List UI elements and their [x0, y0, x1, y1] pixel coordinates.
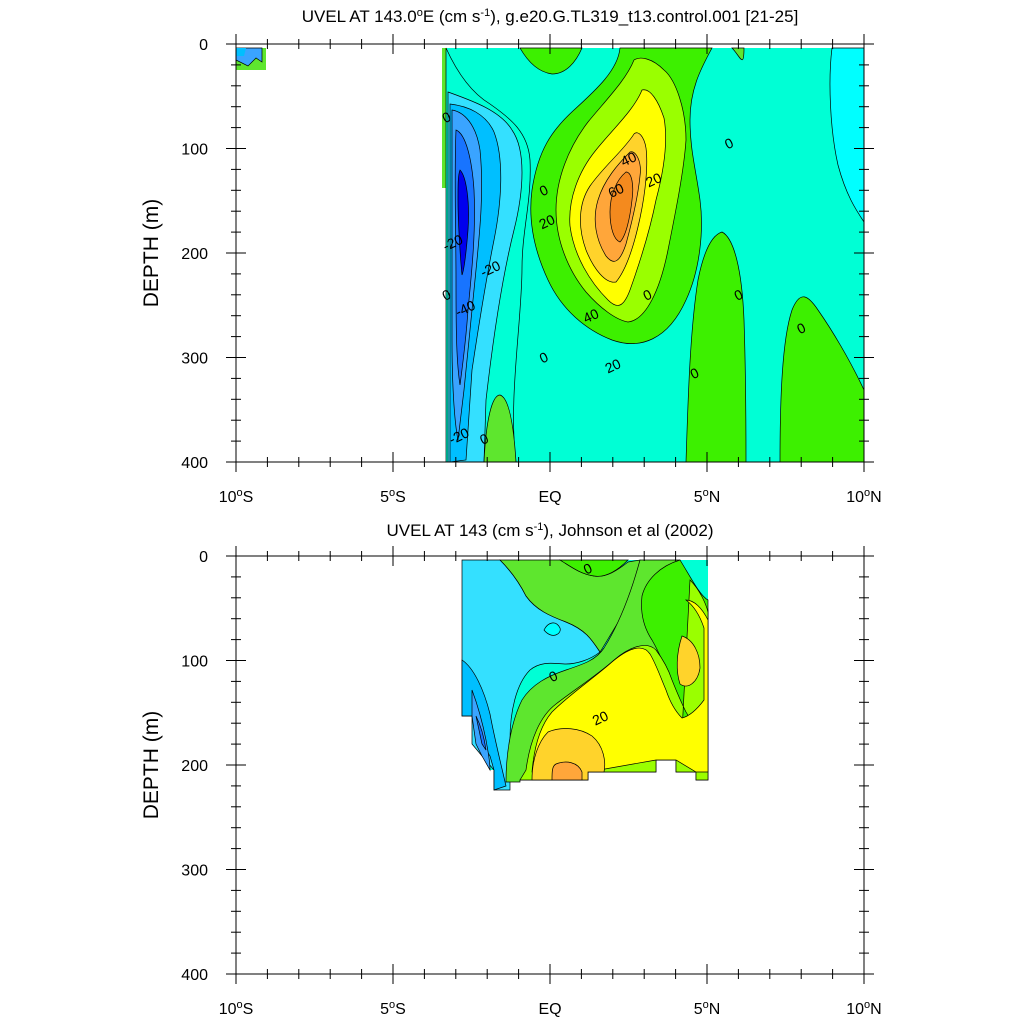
- contour-obs-m40: [475, 715, 487, 751]
- contour-label: 60: [605, 180, 626, 201]
- contour-p10-surface-b: [731, 47, 745, 61]
- x-ticks-bottom: 10oS 5oS EQ 5oN 10oN: [219, 546, 882, 1018]
- contour-label: 40: [580, 305, 601, 326]
- contour-label: 20: [536, 211, 557, 232]
- y-tick-label: 100: [181, 142, 208, 159]
- y-tick-label: 300: [181, 351, 208, 368]
- y-axis-label-bottom: DEPTH (m): [140, 711, 163, 820]
- contour-label: -40: [453, 297, 478, 320]
- x-tick-label: 5oN: [694, 999, 721, 1018]
- y-tick-label: 0: [199, 37, 208, 54]
- x-tick-label: 10oS: [219, 999, 254, 1018]
- contour-p10-west-tongue: [483, 394, 517, 463]
- x-tick-label: 10oN: [846, 999, 881, 1018]
- contour-label: 20: [590, 707, 611, 728]
- y-tick-label: 400: [181, 967, 208, 984]
- contour-obs-island: [543, 622, 561, 636]
- y-tick-label: 100: [181, 654, 208, 671]
- x-tick-label: 5oS: [380, 487, 406, 506]
- contour-fill-top: [235, 47, 865, 463]
- contour-label: 20: [643, 169, 664, 190]
- contour-label: 20: [602, 355, 623, 376]
- axes-bottom: DEPTH (m) 0 100 200 300 400 10oS 5oS EQ 5oN 10oN: [140, 546, 882, 1018]
- x-tick-label: 10oN: [846, 487, 881, 506]
- contour-m50: [457, 169, 469, 276]
- contour-fill-bottom: [461, 559, 709, 791]
- axes-top: DEPTH (m) 0 100 200 300 400 10oS 5oS EQ 5oN 10oN: [140, 34, 882, 506]
- contour-obs-p10-top: [558, 559, 629, 577]
- panel-top: UVEL AT 143.0oE (cm s-1), g.e20.G.TL319_…: [140, 7, 882, 506]
- y-ticks-bottom: 0 100 200 300 400: [181, 549, 874, 984]
- contour-obs-p40: [531, 728, 606, 781]
- contour-p10-col-b: [779, 296, 865, 463]
- x-tick-label: EQ: [538, 489, 561, 506]
- y-ticks-top: 0 100 200 300 400: [181, 37, 874, 472]
- y-tick-label: 300: [181, 863, 208, 880]
- contour-label: -20: [440, 231, 465, 254]
- x-tick-label: 10oS: [219, 487, 254, 506]
- contour-p60: [609, 171, 634, 243]
- panel-bottom: UVEL AT 143 (cm s-1), Johnson et al (200…: [140, 521, 882, 1018]
- contour-p10-col-a: [685, 231, 747, 463]
- y-tick-label: 200: [181, 246, 208, 263]
- x-ticks-top: 10oS 5oS EQ 5oN 10oN: [219, 34, 882, 506]
- contour-east-cyan: [829, 47, 865, 224]
- contour-label: 40: [618, 148, 639, 169]
- contour-label: -20: [478, 257, 503, 280]
- edge-strip: [442, 48, 447, 188]
- y-tick-label: 0: [199, 549, 208, 566]
- contour-obs-p30-east: [676, 635, 701, 687]
- contour-p10-surface-a: [519, 47, 583, 75]
- x-tick-label: EQ: [538, 1001, 561, 1018]
- chart-title-bottom: UVEL AT 143 (cm s-1), Johnson et al (200…: [387, 521, 714, 540]
- x-tick-label: 5oN: [694, 487, 721, 506]
- y-tick-label: 200: [181, 758, 208, 775]
- contour-obs-p50: [551, 761, 583, 781]
- x-tick-label: 5oS: [380, 999, 406, 1018]
- y-tick-label: 400: [181, 455, 208, 472]
- y-axis-label-top: DEPTH (m): [140, 199, 163, 308]
- contour-label: -20: [446, 424, 471, 447]
- patch-top-left-cyan: [236, 48, 246, 56]
- chart-title-top: UVEL AT 143.0oE (cm s-1), g.e20.G.TL319_…: [302, 7, 799, 26]
